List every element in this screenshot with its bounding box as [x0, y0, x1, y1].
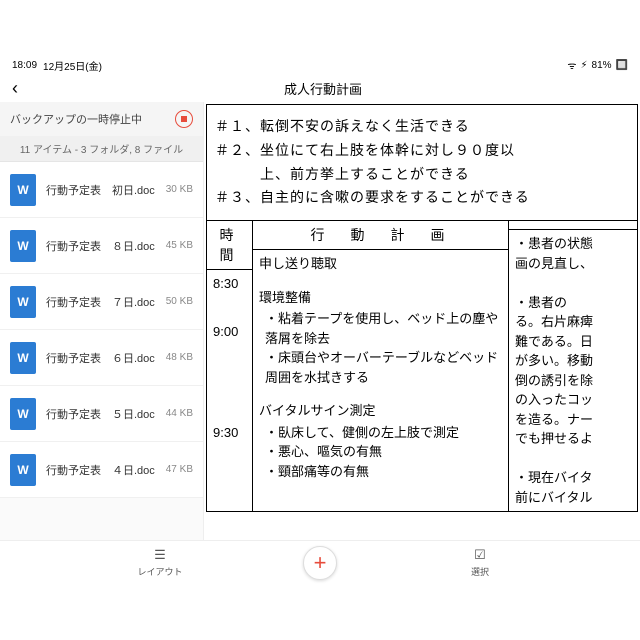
wifi-icon: ᯤ [567, 58, 576, 72]
backup-label: バックアップの一時停止中 [10, 111, 142, 127]
charge-icon: ⚡︎ [581, 60, 588, 71]
sidebar: バックアップの一時停止中 11 アイテム - 3 フォルダ, 8 ファイル W行… [0, 102, 204, 540]
bottom-toolbar: ☰ レイアウト + ☑ 選択 [0, 540, 640, 584]
file-size: 45 KB [166, 240, 193, 251]
file-item[interactable]: W 行動予定表 ４日.doc47 KB [0, 442, 203, 498]
plan-item: ・臥床して、健側の左上肢で測定 [259, 423, 502, 443]
plan-block: バイタルサイン測定・臥床して、健側の左上肢で測定・悪心、嘔気の有無・頸部痛等の有… [259, 401, 502, 481]
time-entry: 9:30 [213, 423, 246, 443]
plan-item: ・床頭台やオーバーテーブルなどベッド周囲を水拭きする [259, 348, 502, 387]
add-button[interactable]: + [303, 546, 337, 580]
file-size: 50 KB [166, 296, 193, 307]
word-icon: W [10, 454, 36, 486]
status-bar: 18:09 12月25日(金) ᯤ ⚡︎ 81% 🔲 [0, 56, 640, 74]
backup-stop-icon[interactable] [175, 110, 193, 128]
file-item[interactable]: W 行動予定表 ７日.doc50 KB [0, 274, 203, 330]
time-entry: 9:00 [213, 322, 246, 342]
time-entry: 8:30 [213, 274, 246, 294]
plan-title: バイタルサイン測定 [259, 401, 502, 421]
battery-icon: 🔲 [616, 60, 628, 71]
note-line: 難である。日 [515, 332, 631, 352]
select-label: 選択 [471, 565, 489, 578]
note-line: 前にバイタル [515, 488, 631, 508]
note-line: る。右片麻痺 [515, 312, 631, 332]
plan-block: 申し送り聴取 [259, 254, 502, 274]
file-size: 44 KB [166, 408, 193, 419]
goal-line: ＃２、坐位にて右上肢を体幹に対し９０度以 [215, 139, 629, 163]
title-bar: ‹ 成人行動計画 [0, 74, 640, 102]
file-name: 行動予定表 ７日.doc [46, 294, 166, 310]
file-name: 行動予定表 ４日.doc [46, 462, 166, 478]
status-date: 12月25日(金) [43, 58, 102, 73]
file-name: 行動予定表 ５日.doc [46, 406, 166, 422]
plan-title: 環境整備 [259, 288, 502, 308]
note-line: ・患者の状態 [515, 234, 631, 254]
word-icon: W [10, 174, 36, 206]
layout-icon: ☰ [154, 547, 166, 563]
note-column: ・患者の状態画の見直し、 ・患者のる。右片麻痺難である。日が多い。移動倒の誘引を… [509, 230, 637, 511]
file-item[interactable]: W 行動予定表 ６日.doc48 KB [0, 330, 203, 386]
note-line: ・現在バイタ [515, 468, 631, 488]
note-line: が多い。移動 [515, 351, 631, 371]
plan-column: 申し送り聴取環境整備・粘着テープを使用し、ベッド上の塵や落屑を除去・床頭台やオー… [253, 250, 508, 499]
select-icon: ☑ [474, 547, 486, 563]
schedule-table: 時間 8:309:009:30 行 動 計 画 申し送り聴取環境整備・粘着テープ… [207, 221, 637, 511]
status-time: 18:09 [12, 60, 37, 71]
plan-block: 環境整備・粘着テープを使用し、ベッド上の塵や落屑を除去・床頭台やオーバーテーブル… [259, 288, 502, 388]
backup-status: バックアップの一時停止中 [0, 102, 203, 136]
note-line: 画の見直し、 [515, 254, 631, 274]
note-line [515, 449, 631, 469]
note-line: ・患者の [515, 293, 631, 313]
word-icon: W [10, 286, 36, 318]
item-count: 11 アイテム - 3 フォルダ, 8 ファイル [0, 136, 203, 162]
goals-section: ＃１、転倒不安の訴えなく生活できる＃２、坐位にて右上肢を体幹に対し９０度以 上、… [207, 105, 637, 221]
layout-button[interactable]: ☰ レイアウト [120, 547, 200, 578]
word-icon: W [10, 230, 36, 262]
file-name: 行動予定表 ６日.doc [46, 350, 166, 366]
battery-pct: 81% [592, 60, 612, 71]
file-list: W 行動予定表 初日.doc30 KB W 行動予定表 ８日.doc45 KB W 行動予… [0, 162, 203, 540]
page-title: 成人行動計画 [284, 79, 362, 98]
time-column: 8:30 9:00 9:30 [207, 270, 252, 465]
file-item[interactable]: W 行動予定表 ８日.doc45 KB [0, 218, 203, 274]
plan-item: ・頸部痛等の有無 [259, 462, 502, 482]
note-line: 倒の誘引を除 [515, 371, 631, 391]
file-name: 行動予定表 初日.doc [46, 182, 166, 198]
plan-item: ・粘着テープを使用し、ベッド上の塵や落屑を除去 [259, 309, 502, 348]
col-note-header [509, 221, 637, 230]
file-size: 30 KB [166, 184, 193, 195]
goal-line: 上、前方挙上することができる [215, 163, 629, 187]
layout-label: レイアウト [137, 565, 182, 578]
goal-line: ＃３、自主的に含嗽の要求をすることができる [215, 186, 629, 210]
file-name: 行動予定表 ８日.doc [46, 238, 166, 254]
col-time-header: 時間 [207, 221, 252, 270]
note-line [515, 273, 631, 293]
document-view[interactable]: ＃１、転倒不安の訴えなく生活できる＃２、坐位にて右上肢を体幹に対し９０度以 上、… [204, 102, 640, 540]
plan-item: ・悪心、嘔気の有無 [259, 442, 502, 462]
note-line: の入ったコッ [515, 390, 631, 410]
goal-line: ＃１、転倒不安の訴えなく生活できる [215, 115, 629, 139]
note-line: を造る。ナー [515, 410, 631, 430]
plan-title: 申し送り聴取 [259, 254, 502, 274]
file-item[interactable]: W 行動予定表 ５日.doc44 KB [0, 386, 203, 442]
file-size: 48 KB [166, 352, 193, 363]
word-icon: W [10, 398, 36, 430]
file-item[interactable]: W 行動予定表 初日.doc30 KB [0, 162, 203, 218]
back-button[interactable]: ‹ [12, 78, 18, 99]
file-size: 47 KB [166, 464, 193, 475]
select-button[interactable]: ☑ 選択 [440, 547, 520, 578]
note-line: でも押せるよ [515, 429, 631, 449]
col-plan-header: 行 動 計 画 [253, 221, 508, 250]
word-icon: W [10, 342, 36, 374]
